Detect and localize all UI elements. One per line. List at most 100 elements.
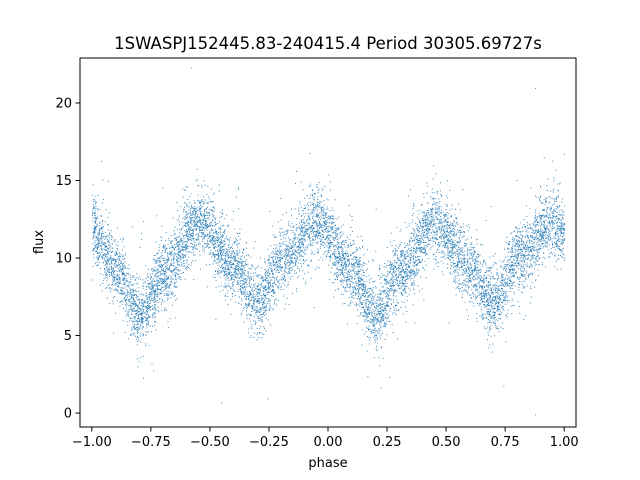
data-point — [501, 312, 503, 314]
data-point — [510, 268, 512, 270]
data-point — [228, 279, 230, 281]
data-point — [185, 268, 187, 270]
data-point — [171, 281, 172, 283]
data-point — [336, 236, 338, 238]
data-point — [512, 264, 514, 266]
data-point — [382, 297, 384, 299]
data-point — [421, 225, 423, 227]
data-point — [363, 288, 365, 290]
data-point — [383, 303, 385, 305]
data-point — [142, 327, 144, 329]
data-point — [114, 274, 115, 276]
data-point — [97, 257, 99, 259]
data-point — [311, 226, 313, 228]
data-point — [343, 259, 345, 261]
data-point — [95, 221, 97, 223]
data-point — [270, 324, 272, 326]
data-point — [93, 228, 95, 230]
data-point — [241, 292, 243, 294]
data-point — [290, 229, 292, 231]
data-point — [157, 280, 158, 282]
data-point — [534, 238, 536, 240]
data-point — [280, 270, 282, 272]
data-point — [558, 218, 559, 220]
data-point — [238, 273, 240, 275]
data-point — [153, 291, 155, 292]
data-point — [411, 283, 413, 284]
data-point — [166, 286, 167, 288]
data-point — [371, 300, 372, 302]
data-point — [231, 278, 233, 280]
data-point — [249, 295, 251, 297]
data-point — [409, 250, 411, 252]
data-point — [494, 308, 496, 310]
data-point — [172, 247, 174, 249]
data-point — [201, 225, 203, 227]
data-point — [360, 284, 362, 286]
data-point — [438, 227, 440, 229]
data-point — [141, 294, 143, 296]
data-point — [335, 232, 337, 234]
data-point — [252, 304, 254, 306]
data-point — [159, 289, 161, 291]
data-point — [443, 233, 445, 235]
data-point — [448, 247, 450, 249]
data-point — [275, 253, 277, 255]
data-point — [521, 251, 523, 252]
data-point — [408, 275, 410, 277]
data-point — [248, 305, 250, 307]
data-point — [547, 249, 549, 251]
data-point — [137, 335, 139, 337]
data-point — [199, 268, 201, 270]
data-point — [506, 278, 508, 280]
data-point — [105, 249, 107, 251]
data-point — [438, 221, 440, 223]
data-point — [118, 264, 120, 266]
data-point — [376, 318, 378, 320]
data-point — [170, 264, 172, 266]
data-point — [213, 260, 215, 262]
data-point — [455, 217, 457, 219]
data-point — [458, 242, 460, 244]
data-point — [319, 201, 321, 202]
data-point — [384, 322, 386, 324]
data-point — [176, 260, 178, 262]
data-point — [479, 254, 481, 256]
data-point — [153, 294, 155, 296]
data-point — [492, 291, 494, 293]
data-point — [183, 224, 185, 226]
data-point — [344, 303, 346, 304]
data-point — [211, 210, 213, 211]
data-point — [256, 285, 258, 287]
data-point — [243, 273, 245, 275]
data-point — [229, 237, 231, 239]
data-point — [230, 264, 232, 265]
data-point — [444, 233, 446, 235]
data-point — [281, 253, 283, 255]
data-point — [483, 274, 485, 276]
data-point — [238, 271, 240, 273]
data-point — [209, 233, 211, 235]
data-point — [248, 271, 250, 273]
data-point — [334, 272, 336, 274]
data-point — [458, 283, 460, 285]
data-point — [478, 276, 480, 278]
data-point — [154, 255, 155, 257]
data-point — [523, 254, 525, 256]
data-point — [182, 226, 184, 228]
data-point — [273, 234, 275, 236]
data-point — [95, 236, 97, 238]
data-point — [236, 269, 238, 270]
data-point — [121, 270, 122, 272]
data-point — [147, 275, 149, 277]
data-point — [101, 228, 103, 230]
data-point — [385, 280, 387, 282]
data-point — [156, 270, 157, 272]
data-point — [437, 234, 438, 236]
data-point — [237, 280, 239, 282]
data-point — [523, 219, 525, 221]
data-point — [375, 313, 377, 315]
data-point — [417, 243, 419, 245]
data-point — [150, 269, 152, 271]
data-point — [257, 285, 259, 287]
